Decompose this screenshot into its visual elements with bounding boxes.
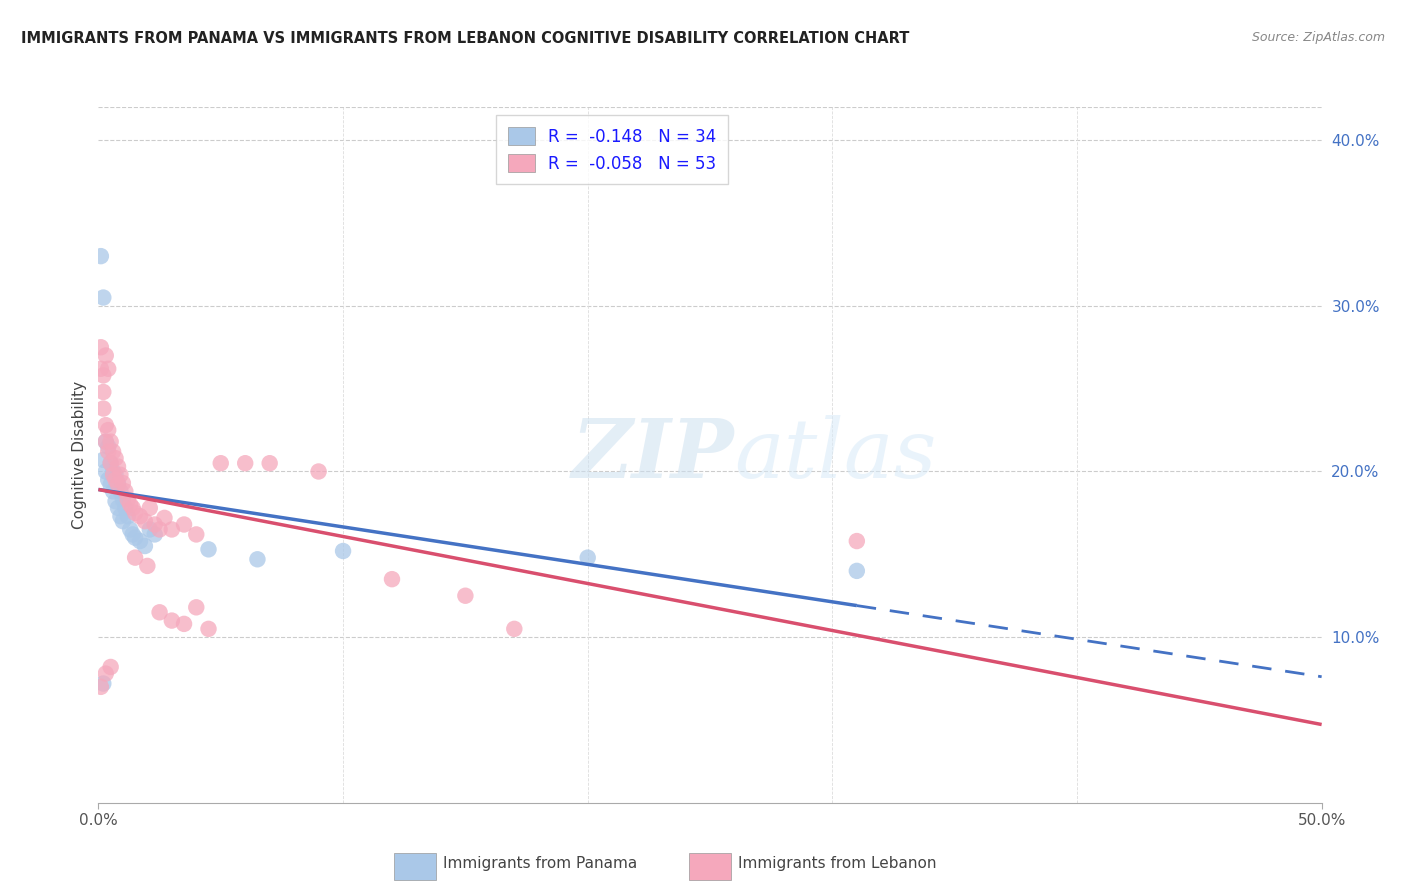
Point (186, 600, 208, 615)
Point (117, 509, 139, 524)
Point (111, 492, 134, 507)
Point (149, 523, 172, 537)
Point (110, 509, 132, 524)
Point (100, 456, 122, 470)
Point (209, 456, 232, 470)
Text: Immigrants from Lebanon: Immigrants from Lebanon (738, 856, 936, 871)
Point (233, 456, 256, 470)
Point (104, 494, 127, 508)
Y-axis label: Cognitive Disability: Cognitive Disability (72, 381, 87, 529)
Point (111, 514, 134, 528)
Text: Immigrants from Panama: Immigrants from Panama (443, 856, 637, 871)
Point (97, 440, 120, 454)
Point (454, 589, 477, 603)
Point (120, 498, 142, 512)
Point (90, 340, 112, 354)
Point (90, 249, 112, 263)
Text: Source: ZipAtlas.com: Source: ZipAtlas.com (1251, 31, 1385, 45)
Point (117, 492, 139, 507)
Point (94, 434, 117, 449)
Point (97, 423, 120, 437)
Point (129, 534, 152, 549)
Point (308, 465, 330, 479)
Point (173, 616, 195, 631)
Point (94, 418, 117, 433)
Point (90, 361, 112, 376)
Point (107, 476, 129, 491)
Point (381, 572, 404, 586)
Point (136, 558, 159, 573)
Point (91, 291, 114, 305)
Point (173, 517, 195, 532)
Point (91, 453, 114, 467)
Point (121, 527, 143, 541)
Point (134, 539, 156, 553)
Point (101, 444, 124, 458)
Point (129, 509, 152, 524)
Point (90, 680, 112, 694)
Point (100, 434, 122, 449)
Point (845, 534, 868, 549)
Point (153, 511, 176, 525)
Point (143, 517, 166, 532)
Point (134, 514, 156, 528)
Point (107, 477, 129, 491)
Point (110, 467, 132, 482)
Point (107, 459, 129, 474)
Point (100, 477, 122, 491)
Point (100, 456, 122, 470)
Point (111, 476, 134, 491)
Point (120, 523, 142, 537)
Point (107, 500, 129, 515)
Point (124, 506, 146, 520)
Point (94, 349, 117, 363)
Point (97, 361, 120, 376)
Point (503, 622, 526, 636)
Point (160, 614, 183, 628)
Point (97, 444, 120, 458)
FancyBboxPatch shape (394, 853, 436, 880)
Point (139, 523, 162, 537)
Point (139, 500, 162, 515)
Point (97, 473, 120, 487)
Point (124, 531, 146, 545)
Point (94, 666, 117, 681)
Point (91, 368, 114, 383)
Point (101, 484, 124, 499)
Point (94, 434, 117, 449)
Point (100, 660, 122, 674)
Point (110, 484, 132, 499)
Point (104, 473, 127, 487)
Point (197, 622, 219, 636)
Point (101, 465, 124, 479)
Point (114, 500, 136, 515)
Point (149, 605, 172, 619)
Text: atlas: atlas (734, 415, 936, 495)
Point (186, 527, 208, 541)
FancyBboxPatch shape (689, 853, 731, 880)
Point (332, 544, 354, 558)
Point (101, 467, 124, 482)
Point (845, 564, 868, 578)
Point (121, 500, 143, 515)
Point (104, 467, 127, 482)
Point (104, 451, 127, 466)
Point (114, 484, 136, 499)
Point (197, 542, 219, 557)
Point (259, 456, 281, 470)
Point (160, 523, 183, 537)
Point (246, 552, 269, 566)
Point (576, 550, 599, 565)
Point (143, 527, 166, 541)
Legend: R =  -0.148   N = 34, R =  -0.058   N = 53: R = -0.148 N = 34, R = -0.058 N = 53 (496, 115, 728, 185)
Text: ZIP: ZIP (572, 415, 734, 495)
Point (91, 676, 114, 690)
Point (94, 465, 117, 479)
Point (124, 550, 146, 565)
Point (91, 401, 114, 416)
Point (91, 384, 114, 399)
Text: IMMIGRANTS FROM PANAMA VS IMMIGRANTS FROM LEBANON COGNITIVE DISABILITY CORRELATI: IMMIGRANTS FROM PANAMA VS IMMIGRANTS FRO… (21, 31, 910, 46)
